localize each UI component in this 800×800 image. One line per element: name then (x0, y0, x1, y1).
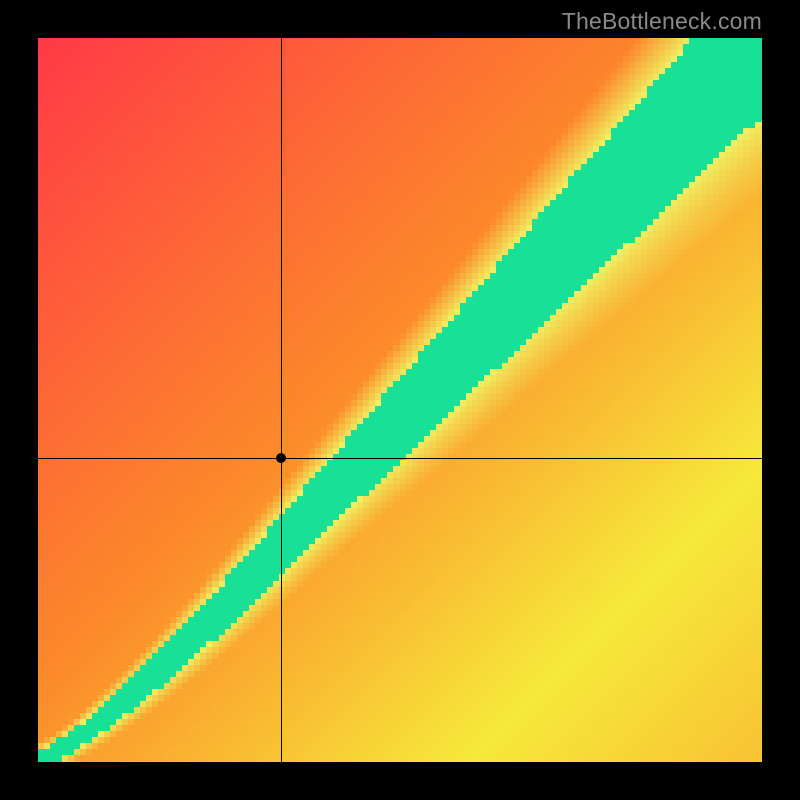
crosshair-vertical (281, 38, 282, 762)
marker-dot (276, 453, 286, 463)
crosshair-horizontal (38, 458, 762, 459)
plot-area (38, 38, 762, 762)
watermark-text: TheBottleneck.com (562, 8, 762, 35)
heatmap-canvas (38, 38, 762, 762)
